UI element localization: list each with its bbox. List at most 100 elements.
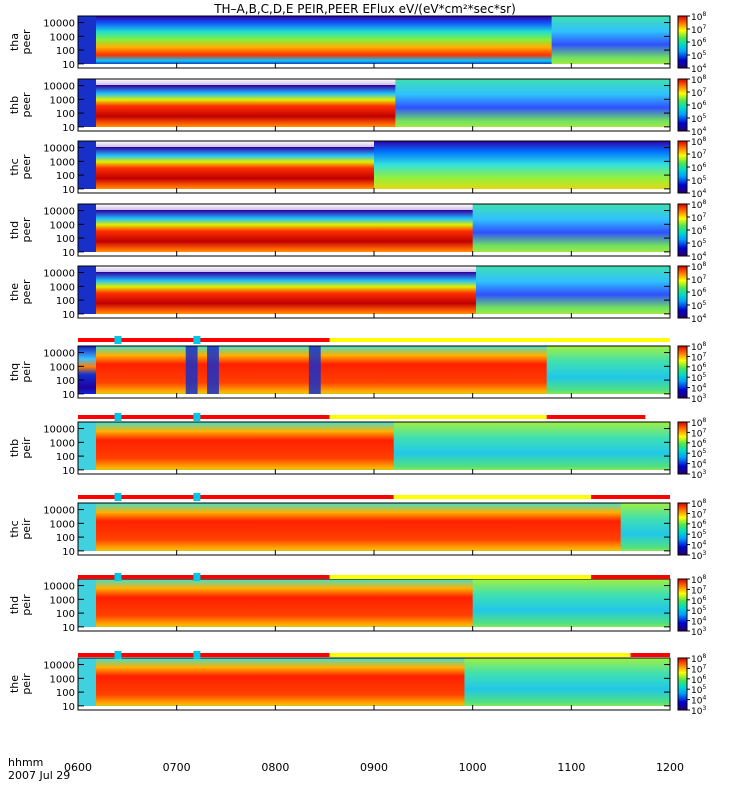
colorbar-tick-label: 106 [691, 100, 706, 112]
y-tick-label: 10000 [43, 425, 75, 436]
y-tick-label: 100 [56, 171, 75, 182]
x-tick-label: 0600 [64, 761, 92, 774]
mode-bar-1 [78, 336, 670, 344]
y-tick-label: 100 [56, 296, 75, 307]
spectrogram-hot [96, 204, 473, 256]
y-tick-label: 10000 [43, 82, 75, 93]
spectrogram-early [78, 266, 96, 318]
panel-label-instrument: peer [20, 29, 33, 55]
y-tick-label: 10000 [43, 207, 75, 218]
spectrogram-hot [96, 266, 476, 318]
mode-bar-segment [329, 415, 547, 419]
figure-title: TH–A,B,C,D,E PEIR,PEER EFlux eV/(eV*cm²*… [213, 2, 516, 16]
mode-bar-segment [630, 653, 670, 657]
spectrogram-early [78, 503, 96, 555]
mode-bar-segment [78, 338, 330, 342]
colorbar-tick-label: 108 [691, 199, 706, 211]
y-tick-label: 100 [56, 533, 75, 544]
x-tick-label: 1200 [656, 761, 684, 774]
y-tick-label: 100 [56, 234, 75, 245]
y-tick-label: 10000 [43, 661, 75, 672]
x-tick-label: 1000 [459, 761, 487, 774]
y-tick-label: 10000 [43, 144, 75, 155]
mode-marker [114, 573, 122, 581]
mode-bar-segment [393, 495, 592, 499]
colorbar-tick-label: 107 [691, 149, 706, 161]
colorbar-tick-label: 108 [691, 261, 706, 273]
spectrogram-early [78, 141, 96, 193]
panel-label-probe: the [8, 283, 21, 301]
colorbar-tick-label: 108 [691, 11, 706, 23]
panel-label-probe: thc [8, 158, 21, 175]
x-tick-label: 1100 [557, 761, 585, 774]
y-axis: 10000 1000 100 10 [43, 269, 670, 321]
mode-bar-segment [78, 653, 330, 657]
spectrogram-hot [96, 503, 621, 555]
colorbar-tick-label: 103 [691, 393, 706, 405]
mode-bar-3 [78, 493, 670, 501]
mode-bar-4 [78, 573, 670, 581]
spectrogram-early [78, 579, 96, 631]
y-tick-label: 100 [56, 688, 75, 699]
spectrogram-hot [96, 79, 396, 131]
panel-label-instrument: peir [20, 673, 33, 695]
mode-marker [114, 413, 122, 421]
panel-label-instrument: peir [20, 437, 33, 459]
y-tick-label: 10 [62, 623, 75, 634]
spectrogram-hot [96, 16, 552, 68]
panel-label-instrument: peir [20, 361, 33, 383]
spectrogram-hot [96, 141, 374, 193]
spectrogram-early [78, 79, 96, 131]
spectrogram-hot [96, 658, 465, 710]
panel-label-probe: thb [8, 439, 21, 457]
y-tick-label: 10 [62, 60, 75, 71]
colorbar-tick-label: 105 [691, 113, 706, 125]
colorbar-scale [677, 140, 688, 194]
spectrogram-early [78, 346, 96, 398]
y-axis: 10000 1000 100 10 [43, 506, 670, 558]
no-data-strip [96, 266, 476, 272]
y-tick-label: 10 [62, 390, 75, 401]
mode-bar-segment [329, 575, 592, 579]
colorbar-tick-label: 107 [691, 212, 706, 224]
y-tick-label: 10000 [43, 582, 75, 593]
y-tick-label: 1000 [50, 32, 75, 43]
panel-label-probe: thc [8, 520, 21, 537]
mode-bar-segment [78, 415, 330, 419]
panel-label-probe: thd [8, 596, 21, 614]
spectrogram-early [78, 658, 96, 710]
x-tick-label: 0900 [360, 761, 388, 774]
y-tick-label: 1000 [50, 282, 75, 293]
y-tick-label: 100 [56, 609, 75, 620]
panel-label-probe: thd [8, 221, 21, 239]
colorbar-scale [677, 345, 688, 399]
mode-bar-segment [591, 495, 670, 499]
colorbar-scale [677, 578, 688, 632]
colorbar-scale [677, 265, 688, 319]
mode-bar-2 [78, 413, 646, 421]
mode-bar-segment [329, 653, 631, 657]
y-tick-label: 10 [62, 185, 75, 196]
colorbar-tick-label: 106 [691, 162, 706, 174]
colorbar-scale [677, 203, 688, 257]
colorbar-tick-label: 106 [691, 287, 706, 299]
panel-label-instrument: peir [20, 594, 33, 616]
y-axis: 10000 1000 100 10 [43, 144, 670, 196]
mode-marker [193, 413, 201, 421]
mode-marker [114, 336, 122, 344]
mode-bars [78, 336, 670, 659]
panel-label-instrument: peer [20, 154, 33, 180]
y-axis: 10000 1000 100 10 [43, 82, 670, 134]
panel-label-probe: the [8, 675, 21, 693]
x-axis: 0600 0700 0800 0900 1000 1100 1200 hhmm 2007 J… [8, 63, 684, 782]
y-axis: 10000 1000 100 10 [43, 425, 670, 477]
colorbar-tick-label: 108 [691, 74, 706, 86]
